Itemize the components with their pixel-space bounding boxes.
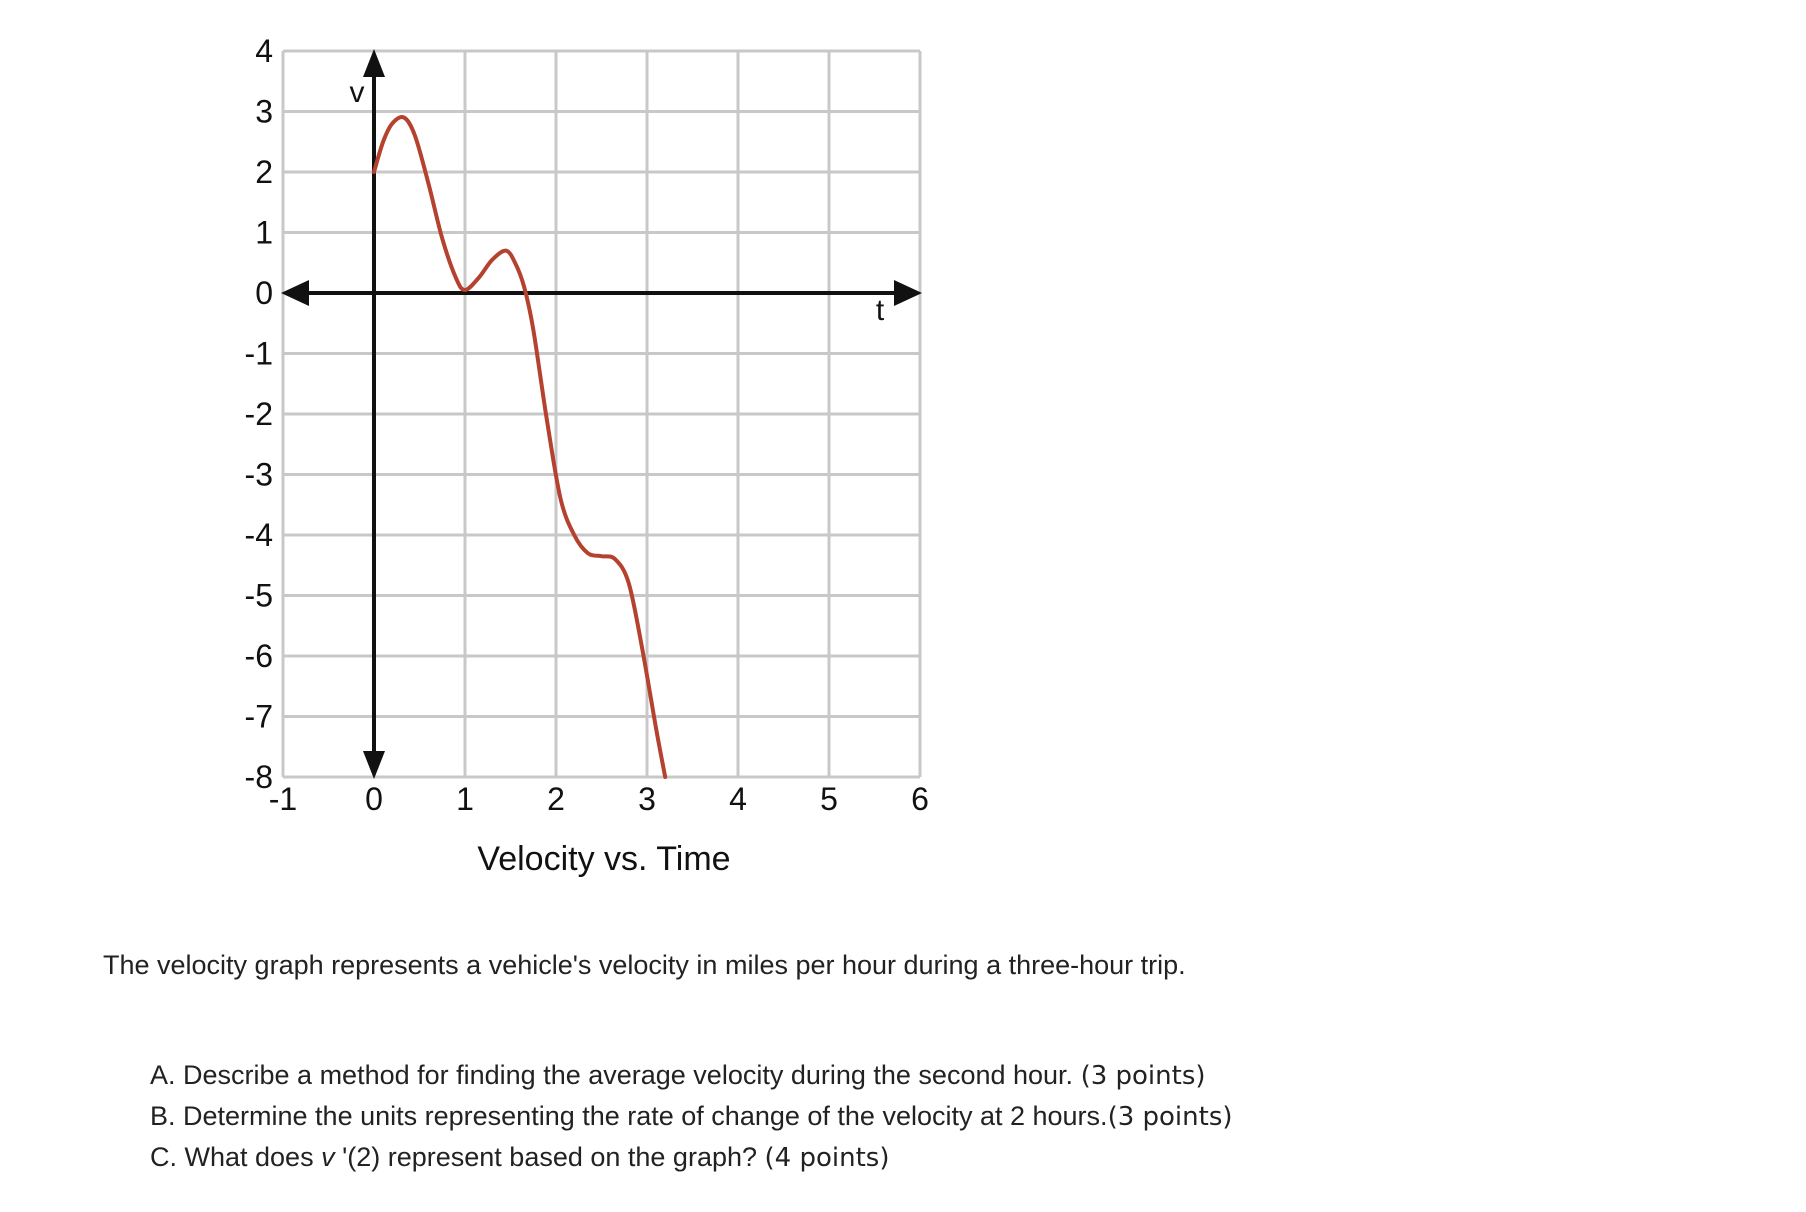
question-b-text: B. Determine the units representing the … [150,1101,1108,1131]
axes [281,49,922,779]
x-axis-arrow-left [281,280,309,306]
y-tick-label: -7 [245,699,273,735]
y-tick-label: -4 [245,517,273,553]
y-tick-label: -8 [245,759,273,795]
question-b: B. Determine the units representing the … [150,1096,1233,1137]
y-tick-label: -5 [245,578,273,614]
y-axis-arrow-down [363,751,385,779]
x-tick-label: 1 [456,781,474,817]
x-tick-label: 6 [911,781,929,817]
y-tick-label: -1 [245,336,273,372]
y-tick-label: 0 [255,275,273,311]
y-tick-label: 2 [255,154,273,190]
series [372,115,668,779]
grid [281,49,922,779]
x-axis-label: t [876,294,885,327]
y-tick-label: 3 [255,94,273,130]
x-tick-label: 3 [638,781,656,817]
x-tick-label: 0 [365,781,383,817]
x-tick-label: 4 [729,781,747,817]
y-axis-arrow-up [363,49,385,77]
y-tick-label: -6 [245,638,273,674]
y-tick-label: 4 [255,33,273,69]
question-a-text: A. Describe a method for finding the ave… [150,1060,1081,1090]
question-list: A. Describe a method for finding the ave… [150,1055,1233,1178]
x-axis-arrow-right [894,280,922,306]
velocity-curve [372,115,668,779]
x-tick-label: -1 [269,781,297,817]
chart-title: Velocity vs. Time [477,840,730,878]
y-tick-label: -3 [245,457,273,493]
question-c-variable: v [321,1142,335,1172]
problem-intro: The velocity graph represents a vehicle'… [103,950,1186,980]
x-tick-label: 2 [547,781,565,817]
question-b-points: (3 points) [1107,1102,1233,1132]
question-a: A. Describe a method for finding the ave… [150,1055,1233,1096]
question-a-points: (3 points) [1080,1061,1206,1091]
question-c-text-after: '(2) represent based on the graph? [334,1142,765,1172]
question-c-text-before: C. What does [150,1142,322,1172]
question-c: C. What does v '(2) represent based on t… [150,1137,1233,1178]
y-axis-label: v [350,76,365,109]
y-tick-label: -2 [245,396,273,432]
y-tick-label: 1 [255,215,273,251]
x-tick-label: 5 [820,781,838,817]
question-c-points: (4 points) [764,1143,890,1173]
